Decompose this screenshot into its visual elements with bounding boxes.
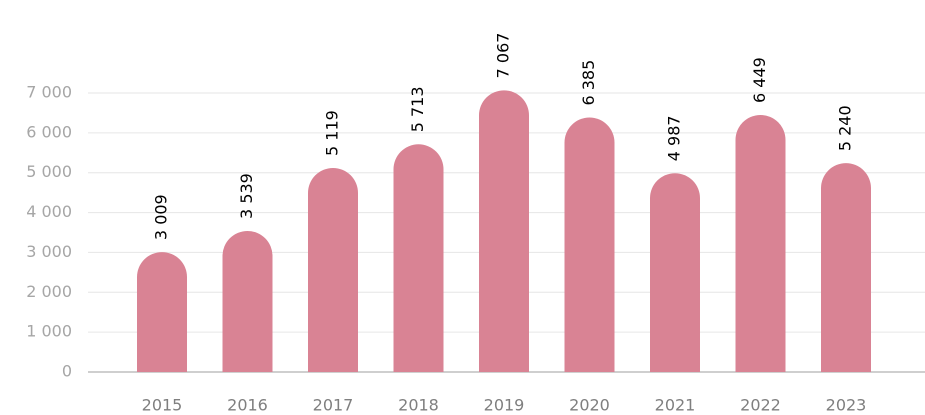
x-tick-label: 2017	[313, 396, 354, 415]
x-tick-label: 2015	[142, 396, 183, 415]
value-label: 3 539	[237, 173, 256, 219]
value-label: 3 009	[152, 194, 171, 240]
bar	[137, 252, 187, 372]
bar	[650, 173, 700, 372]
value-label: 5 119	[323, 110, 342, 156]
x-tick-label: 2016	[227, 396, 268, 415]
bar	[735, 114, 786, 372]
y-tick-label: 7 000	[26, 83, 72, 102]
x-tick-label: 2022	[740, 396, 781, 415]
x-tick-label: 2019	[484, 396, 525, 415]
value-label: 4 987	[665, 115, 684, 161]
x-tick-label: 2018	[398, 396, 439, 415]
value-label: 5 713	[408, 86, 427, 132]
x-tick-label: 2020	[569, 396, 610, 415]
bar	[479, 90, 529, 372]
value-label: 5 240	[836, 105, 855, 151]
bar	[393, 144, 444, 372]
bar	[821, 163, 871, 372]
bar	[308, 167, 358, 372]
y-tick-label: 2 000	[26, 282, 72, 301]
value-label: 6 385	[579, 60, 598, 106]
value-label: 7 067	[494, 33, 513, 79]
y-tick-label: 1 000	[26, 322, 72, 341]
bar	[564, 117, 615, 372]
y-tick-label: 5 000	[26, 162, 72, 181]
y-tick-label: 3 000	[26, 242, 72, 261]
y-tick-label: 6 000	[26, 122, 72, 141]
x-tick-label: 2023	[826, 396, 867, 415]
x-tick-label: 2021	[655, 396, 696, 415]
value-label: 6 449	[750, 57, 769, 103]
y-tick-label: 0	[62, 362, 72, 381]
y-tick-label: 4 000	[26, 202, 72, 221]
bar	[222, 230, 273, 372]
